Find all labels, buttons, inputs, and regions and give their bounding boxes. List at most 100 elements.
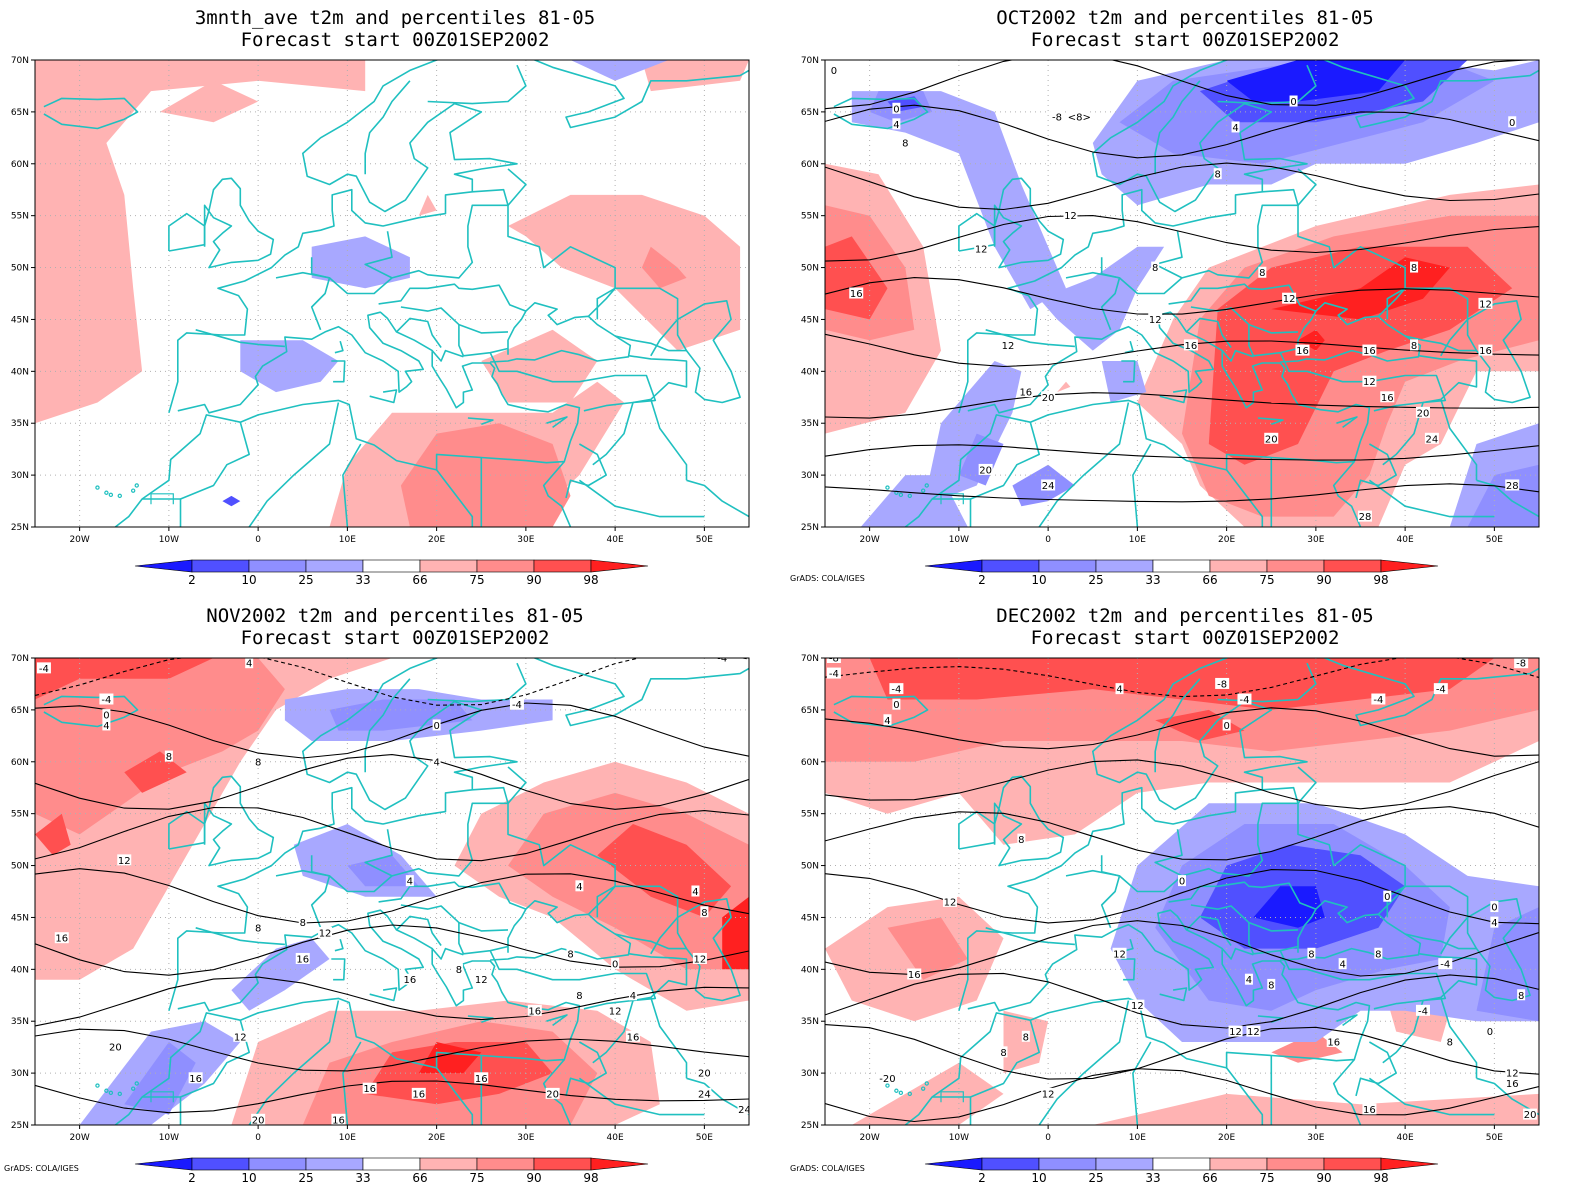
contour-label-bg	[1228, 1025, 1243, 1037]
percentile-shade-cr90	[869, 658, 1495, 710]
coastline	[1382, 402, 1424, 466]
contour-label: 8	[456, 965, 462, 976]
percentile-shade-cr66	[1057, 381, 1071, 393]
lat-tick-label: 25N	[11, 523, 29, 533]
coastline	[364, 678, 411, 773]
colorbar-box	[362, 559, 421, 573]
coastline	[1440, 997, 1478, 1079]
contour-label: 12	[694, 954, 707, 965]
contour-label: 12	[1131, 1001, 1144, 1012]
percentile-shade-cr66	[508, 194, 741, 351]
coastline	[1185, 915, 1232, 946]
contour-label-bg	[1438, 958, 1453, 970]
coastline	[1280, 899, 1422, 961]
colorbar-box	[1095, 559, 1154, 573]
coastline	[1217, 64, 1317, 105]
coastline	[1257, 417, 1284, 426]
island	[108, 1090, 114, 1096]
contour-label: 24	[738, 1105, 751, 1116]
contour-label: 16	[296, 954, 309, 965]
contour-label: 12	[319, 929, 332, 940]
contour-label-bg	[474, 973, 489, 985]
contour-label-bg	[829, 64, 838, 76]
contour-label: -8	[1248, 648, 1258, 659]
contour-label-bg	[1041, 479, 1056, 491]
coastline	[1185, 317, 1232, 348]
lon-tick-label: 50E	[1486, 535, 1503, 545]
coastline	[168, 810, 206, 850]
coastline	[203, 775, 275, 867]
contour-label-bg	[1289, 95, 1298, 107]
colorbar-label: 10	[1031, 573, 1046, 587]
contour-label: 16	[1327, 1037, 1340, 1048]
contour-label-bg	[245, 658, 254, 669]
contour-label-bg	[737, 1103, 749, 1115]
coastline	[467, 417, 494, 426]
lon-tick-label: 10W	[159, 535, 179, 545]
percentile-shade-cr98	[418, 1042, 482, 1074]
lon-tick-label: 10E	[1129, 535, 1146, 545]
coastline	[1221, 349, 1254, 362]
contour-label-bg	[1374, 947, 1383, 959]
contour-label-bg	[331, 1113, 346, 1125]
contour-label-bg	[233, 1030, 248, 1042]
lat-tick-label: 30N	[11, 471, 29, 481]
contour-label-bg	[102, 719, 111, 731]
contour-label-bg	[1295, 344, 1310, 356]
lat-tick-label: 55N	[11, 810, 29, 820]
lat-tick-label: 45N	[11, 315, 29, 325]
coastline	[1168, 881, 1317, 910]
contour-label: 20	[546, 1089, 559, 1100]
lat-tick-label: 30N	[801, 471, 819, 481]
contour-label: 8	[902, 139, 908, 150]
contour-label-bg	[1112, 947, 1127, 959]
coastline	[342, 1041, 362, 1125]
contour-label: 16	[412, 1089, 425, 1100]
contour-label-bg	[1069, 111, 1090, 123]
plot-frame	[34, 59, 750, 528]
contour-label: 0	[1384, 892, 1390, 903]
colorbar: 2 10 25 33 66 75 90 98	[924, 559, 1439, 587]
lat-tick-label: 35N	[801, 1017, 819, 1027]
temperature-contour	[825, 444, 1539, 461]
colorbar-label: 75	[469, 573, 484, 587]
temperature-contour	[825, 104, 1539, 159]
coastline	[378, 881, 527, 910]
island	[117, 1091, 122, 1097]
temperature-contour	[825, 1024, 1539, 1080]
coastline	[1132, 443, 1152, 527]
lon-tick-label: 40E	[607, 535, 624, 545]
contour-label: 16	[332, 1115, 345, 1126]
lon-tick-label: 10W	[159, 1133, 179, 1143]
island	[885, 1083, 890, 1088]
percentile-shade-cb33	[240, 340, 339, 393]
contour-label: 20	[1417, 408, 1430, 419]
contour-label: -4	[1436, 685, 1446, 696]
lat-tick-label: 35N	[11, 1017, 29, 1027]
coastline	[614, 933, 687, 950]
coastline	[458, 922, 509, 955]
contour-label-bg	[1115, 683, 1124, 695]
temperature-contour	[825, 806, 1539, 861]
contour-label: 12	[1042, 1089, 1055, 1100]
lat-tick-label: 60N	[11, 758, 29, 768]
contour-label: 0	[893, 104, 899, 115]
grads-credit: GrADS: COLA/IGES	[4, 1164, 79, 1173]
coastline	[1100, 231, 1183, 295]
coastline	[1124, 340, 1134, 354]
colorbar-label: 90	[526, 573, 541, 587]
contour-label-bg	[1505, 1077, 1520, 1089]
contour-label: -8	[1052, 113, 1062, 124]
temperature-contour	[825, 483, 1539, 503]
contour-label-bg	[1410, 261, 1419, 273]
coastline	[1280, 301, 1422, 363]
lat-tick-label: 40N	[801, 367, 819, 377]
percentile-shade-cr75	[35, 658, 285, 835]
lon-tick-label: 50E	[1486, 1133, 1503, 1143]
coastline	[427, 662, 527, 703]
coastline	[1190, 904, 1299, 932]
coastline	[310, 231, 393, 295]
colorbar-box	[191, 1157, 250, 1171]
contour-label-bg	[1215, 677, 1230, 689]
contour-label-bg	[1490, 916, 1499, 928]
